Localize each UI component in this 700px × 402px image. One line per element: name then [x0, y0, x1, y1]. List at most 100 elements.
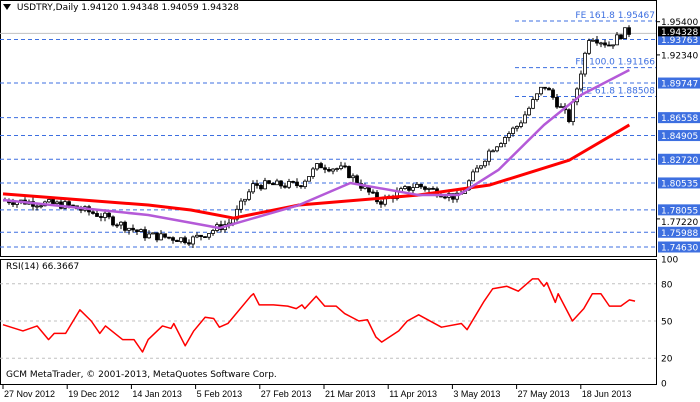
candle-body — [339, 165, 343, 169]
candle-body — [539, 86, 543, 95]
candle-body — [119, 221, 123, 226]
candle-body — [559, 106, 563, 108]
candle-body — [323, 167, 327, 170]
candle-body — [603, 42, 607, 46]
close-value: 1.94328 — [201, 3, 239, 13]
candle-body — [283, 185, 287, 188]
candle-body — [595, 39, 599, 44]
candle-body — [11, 202, 15, 205]
candle-body — [371, 191, 375, 194]
candle-body — [583, 52, 587, 75]
candle-body — [247, 191, 251, 200]
candle-body — [571, 101, 575, 122]
candle-body — [127, 227, 131, 231]
candle-body — [107, 212, 111, 218]
candle-body — [579, 73, 583, 90]
candle-body — [187, 242, 191, 245]
candle-body — [623, 27, 627, 40]
candle-body — [91, 211, 95, 214]
candle-body — [179, 237, 183, 242]
candle-body — [587, 40, 591, 54]
candle-body — [475, 167, 479, 173]
rsi-tick-label: 20 — [661, 355, 673, 365]
candle-body — [287, 181, 291, 188]
symbol-label: USDTRY,Daily — [16, 3, 79, 13]
candle-body — [527, 107, 531, 116]
rsi-tick-label: 80 — [661, 280, 673, 290]
candle-body — [411, 187, 415, 191]
candle-body — [307, 176, 311, 182]
candle-body — [403, 186, 407, 190]
candle-body — [147, 233, 151, 239]
rsi-label: RSI(14) 66.3667 — [6, 262, 80, 272]
level-price-tag — [658, 241, 700, 253]
candle-body — [191, 236, 195, 245]
candle-body — [503, 137, 507, 144]
candle-body — [183, 237, 187, 244]
candle-body — [123, 221, 127, 231]
candle-body — [575, 88, 579, 103]
candle-body — [427, 187, 431, 190]
fibo-label: FE 100.0 1.91166 — [575, 58, 655, 68]
level-price-label: 1.75988 — [661, 229, 698, 239]
candle-body — [499, 143, 503, 148]
candle-body — [319, 163, 323, 169]
x-tick-label: 21 Mar 2013 — [325, 389, 376, 399]
candle-body — [99, 216, 103, 218]
x-tick-label: 27 Feb 2013 — [261, 389, 312, 399]
candle-body — [423, 186, 427, 190]
candle-body — [495, 146, 499, 152]
rsi-line — [2, 278, 636, 353]
candle-body — [207, 233, 211, 238]
candle-body — [551, 89, 555, 98]
candle-body — [611, 44, 615, 47]
candle-body — [531, 99, 535, 109]
candle-body — [311, 168, 315, 177]
level-price-label: 1.74630 — [661, 243, 698, 253]
candle-body — [111, 216, 115, 226]
candle-body — [343, 165, 347, 168]
candle-body — [195, 234, 199, 238]
x-tick-label: 5 Feb 2013 — [197, 389, 243, 399]
candle-body — [279, 180, 283, 187]
candle-body — [331, 168, 335, 172]
rsi-tick-label: 0 — [661, 380, 667, 390]
candle-body — [51, 199, 55, 205]
candle-body — [483, 160, 487, 167]
rsi-tick-label: 100 — [661, 256, 678, 266]
symbol-icon — [3, 4, 11, 10]
candle-body — [155, 232, 159, 241]
y-tick-label: 1.92340 — [661, 51, 698, 61]
main-panel-frame — [0, 0, 657, 257]
candle-body — [479, 165, 483, 169]
y-tick-label: 1.95400 — [661, 18, 698, 28]
level-price-label: 1.80535 — [661, 179, 698, 189]
candle-body — [115, 224, 119, 227]
level-price-tag — [658, 226, 700, 238]
level-price-tag — [658, 112, 700, 124]
level-price-label: 1.89747 — [661, 80, 698, 90]
high-value: 1.94348 — [121, 3, 159, 13]
candle-body — [351, 175, 355, 179]
candle-body — [327, 169, 331, 172]
candle-body — [347, 166, 351, 179]
level-price-label: 1.93763 — [661, 36, 698, 46]
rsi-panel-frame — [0, 259, 657, 385]
candle-body — [239, 200, 243, 210]
candle-body — [335, 168, 339, 170]
candle-body — [303, 180, 307, 188]
candle-body — [255, 183, 259, 186]
candle-body — [171, 237, 175, 241]
candle-body — [615, 34, 619, 46]
candle-body — [627, 27, 631, 35]
candle-body — [35, 205, 39, 208]
candle-body — [407, 186, 411, 191]
candle-body — [431, 187, 435, 190]
candle-body — [163, 233, 167, 238]
candle-body — [135, 229, 139, 232]
candle-body — [235, 208, 239, 220]
candle-body — [167, 236, 171, 239]
candle-body — [515, 126, 519, 129]
candle-body — [315, 163, 319, 170]
